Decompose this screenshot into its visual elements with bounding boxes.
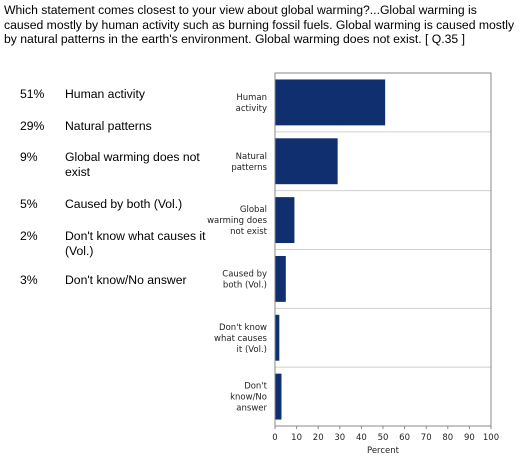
bar (275, 255, 286, 302)
category-label: Don't know what causes it (Vol.) (214, 323, 268, 355)
legend-percent: 29% (20, 119, 45, 133)
bar (275, 138, 338, 185)
x-tick-label: 90 (464, 433, 475, 443)
x-axis-label: Percent (367, 446, 400, 456)
x-tick-label: 60 (399, 433, 410, 443)
x-tick-label: 0 (272, 433, 277, 443)
legend-percent: 9% (20, 150, 38, 164)
category-label: Human activity (236, 93, 267, 114)
chart-bars (275, 79, 386, 420)
x-tick-label: 50 (378, 433, 389, 443)
x-tick-label: 40 (356, 433, 367, 443)
bar (275, 197, 295, 244)
chart-grid (275, 131, 491, 368)
category-label: Natural patterns (231, 152, 267, 173)
legend-label: Caused by both (Vol.) (65, 197, 183, 211)
legend-label: Human activity (65, 87, 145, 101)
x-tick-label: 20 (313, 433, 324, 443)
legend-percent: 5% (20, 197, 38, 211)
category-label: Global warming does not exist (207, 205, 268, 237)
legend-percent: 2% (20, 229, 38, 243)
question-text: Which statement comes closest to your vi… (4, 3, 515, 47)
x-tick-label: 80 (442, 433, 453, 443)
category-label: Don't know/No answer (230, 382, 268, 414)
x-tick-label: 100 (483, 433, 499, 443)
legend-label: Global warming does not exist (65, 150, 200, 179)
legend-label: Don't know what causes it (Vol.) (65, 229, 206, 258)
x-tick-label: 70 (421, 433, 432, 443)
bar (275, 314, 280, 361)
legend-label: Don't know/No answer (65, 273, 187, 287)
category-labels: Human activity Natural patterns Global warmin… (207, 93, 268, 414)
legend-percent: 3% (20, 273, 38, 287)
x-tick-label: 10 (291, 433, 302, 443)
bar (275, 79, 386, 126)
bar (275, 373, 282, 420)
tick-labels: 0 10 20 30 40 50 60 70 80 90 100 (272, 426, 499, 443)
legend-percent: 51% (20, 87, 45, 101)
category-label: Caused by both (Vol.) (222, 269, 267, 290)
legend-label: Natural patterns (65, 119, 152, 133)
x-tick-label: 30 (334, 433, 345, 443)
